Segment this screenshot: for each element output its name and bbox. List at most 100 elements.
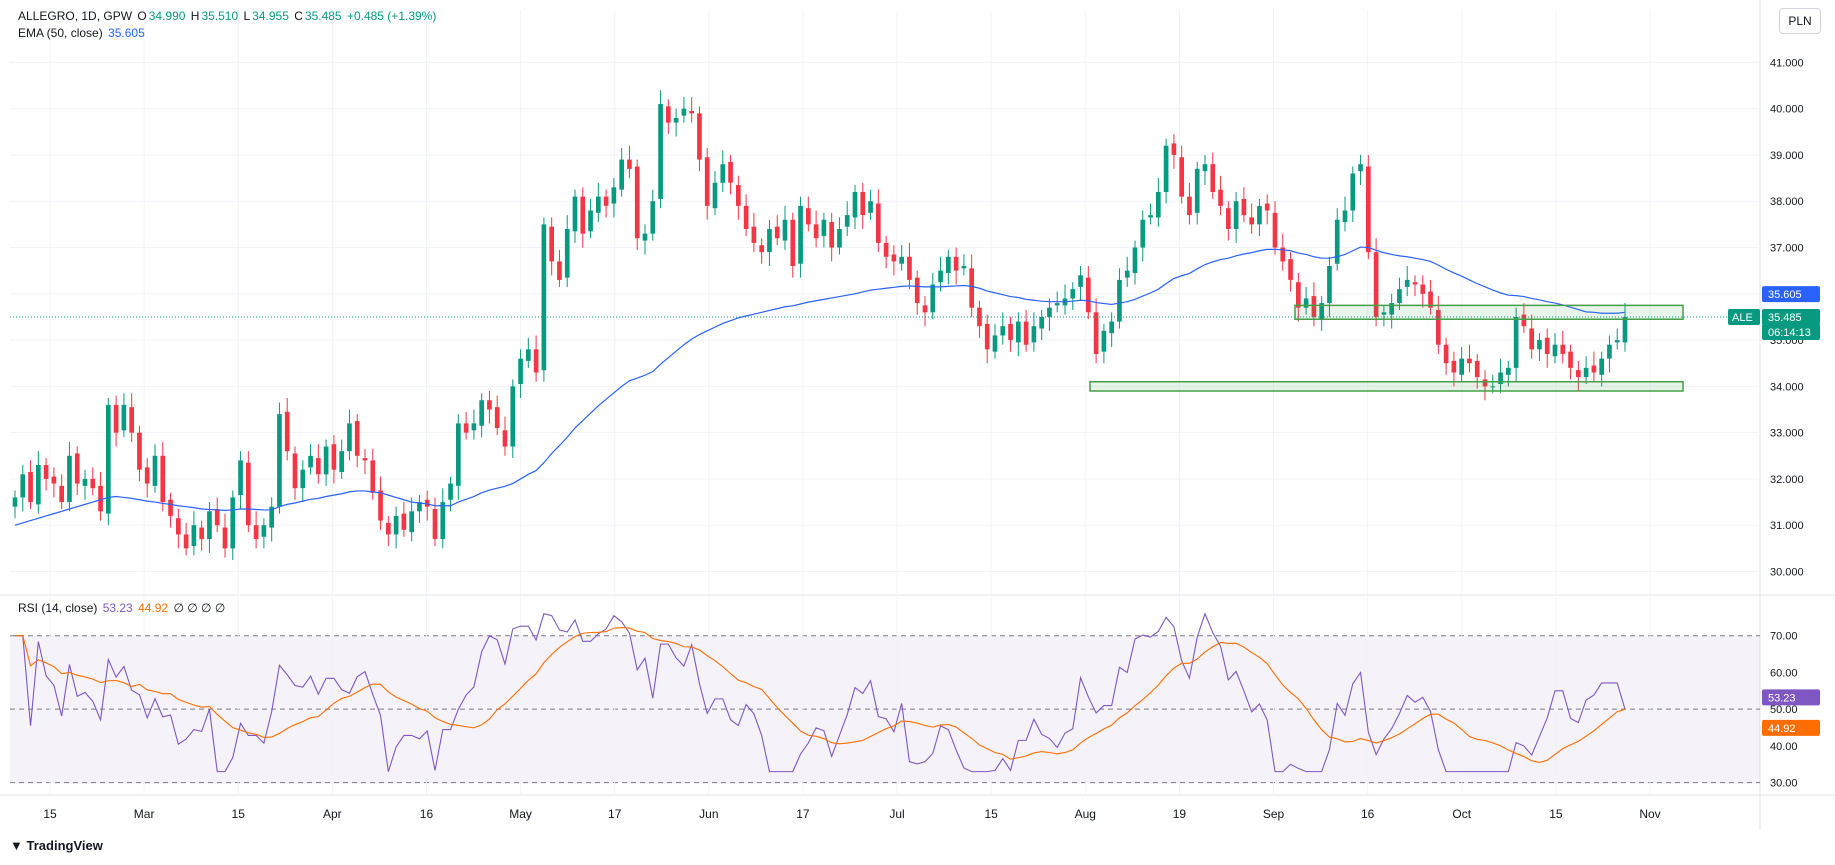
candle <box>1233 191 1239 243</box>
symbol-title: ALLEGRO, 1D, GPW <box>18 9 133 23</box>
candle <box>813 210 819 248</box>
candle <box>736 175 741 220</box>
rsi-line <box>15 612 1626 773</box>
candle <box>1171 134 1177 169</box>
candle <box>821 212 827 248</box>
candle <box>1373 238 1379 327</box>
candle <box>43 458 49 491</box>
candle <box>767 219 772 267</box>
candle <box>1459 347 1464 382</box>
candle <box>300 460 306 503</box>
candle-body <box>510 386 516 447</box>
candle-body <box>899 256 904 264</box>
candle <box>487 390 492 424</box>
candle-body <box>650 201 656 234</box>
candle <box>308 444 313 475</box>
candle-body <box>658 104 663 199</box>
candle-body <box>456 423 461 486</box>
rsi-ma-line <box>15 627 1626 764</box>
candle-body <box>736 185 741 206</box>
candle-body <box>1459 358 1464 375</box>
candle <box>1124 256 1130 287</box>
candle <box>1296 272 1301 322</box>
time-tick-label: Jul <box>889 807 904 821</box>
candle <box>67 441 72 512</box>
candle <box>292 446 298 500</box>
candle-body <box>1327 266 1332 304</box>
rsi-ma-axis-label-text: 44.92 <box>1768 723 1796 735</box>
candle <box>650 189 656 241</box>
candle-body <box>564 229 570 278</box>
candle-body <box>1366 166 1371 253</box>
candle <box>953 247 959 285</box>
candle-body <box>689 110 694 114</box>
candle-body <box>1031 326 1037 343</box>
candle <box>354 414 360 468</box>
candle-body <box>969 268 974 308</box>
candle <box>59 474 64 510</box>
candle <box>1163 138 1169 204</box>
candle-body <box>106 404 111 514</box>
currency-button[interactable]: PLN <box>1779 8 1821 34</box>
candle-body <box>588 210 593 232</box>
candle-body <box>1016 321 1021 343</box>
candle <box>1132 240 1138 285</box>
candle-body <box>238 460 243 496</box>
candle <box>1599 351 1604 387</box>
candle-body <box>316 458 321 475</box>
price-tick-label: 40.000 <box>1770 104 1804 116</box>
candle <box>362 448 368 475</box>
candle-body <box>1288 259 1293 280</box>
time-tick-label: 16 <box>1361 807 1375 821</box>
price-tick-label: 39.000 <box>1770 150 1804 162</box>
rsi-axis-label: 53.23 <box>1762 689 1820 706</box>
candle-body <box>526 349 531 361</box>
candle <box>183 522 189 556</box>
candle-body <box>440 502 446 540</box>
candle-body <box>1226 208 1231 230</box>
candle <box>1226 201 1231 241</box>
candle-body <box>603 196 609 206</box>
candle <box>549 217 554 276</box>
candle <box>1086 266 1091 320</box>
candle <box>12 490 18 519</box>
candle <box>1179 145 1184 204</box>
candle <box>938 256 943 292</box>
candle-body <box>1474 360 1480 378</box>
candle-body <box>1086 277 1091 313</box>
countdown-axis-label-text: 06:14:13 <box>1768 327 1811 339</box>
candle-body <box>1101 330 1107 352</box>
last-price-axis-label-bg <box>1762 308 1820 325</box>
candle <box>378 476 383 530</box>
candle-body <box>596 196 601 213</box>
candle-body <box>798 205 803 264</box>
support-zone <box>1294 304 1684 321</box>
candle <box>238 451 243 510</box>
candle <box>728 154 733 195</box>
candle-body <box>1187 196 1192 216</box>
candle <box>1023 310 1029 352</box>
candle-body <box>28 471 33 503</box>
candle <box>541 217 547 382</box>
candle-body <box>471 423 477 431</box>
candle-body <box>152 455 158 486</box>
price-tick-label: 34.000 <box>1770 381 1804 393</box>
candle-body <box>1544 337 1550 354</box>
candle <box>152 444 158 493</box>
candle-body <box>1171 143 1177 155</box>
price-tick-label: 31.000 <box>1770 520 1804 532</box>
rsi-ma-axis-label: 44.92 <box>1762 719 1820 736</box>
price-tick-label: 33.000 <box>1770 428 1804 440</box>
candle-body <box>1218 189 1223 206</box>
rsi-ma-legend-value: 44.92 <box>138 601 169 615</box>
candle <box>1047 298 1052 331</box>
candle-body <box>1070 289 1076 299</box>
candle-body <box>1513 316 1519 368</box>
rsi-tick-label: 70.00 <box>1770 631 1798 643</box>
candle-body <box>961 266 967 269</box>
candle-body <box>759 245 764 253</box>
candle <box>1544 328 1550 368</box>
candle <box>510 379 516 459</box>
candle-body <box>323 446 329 475</box>
